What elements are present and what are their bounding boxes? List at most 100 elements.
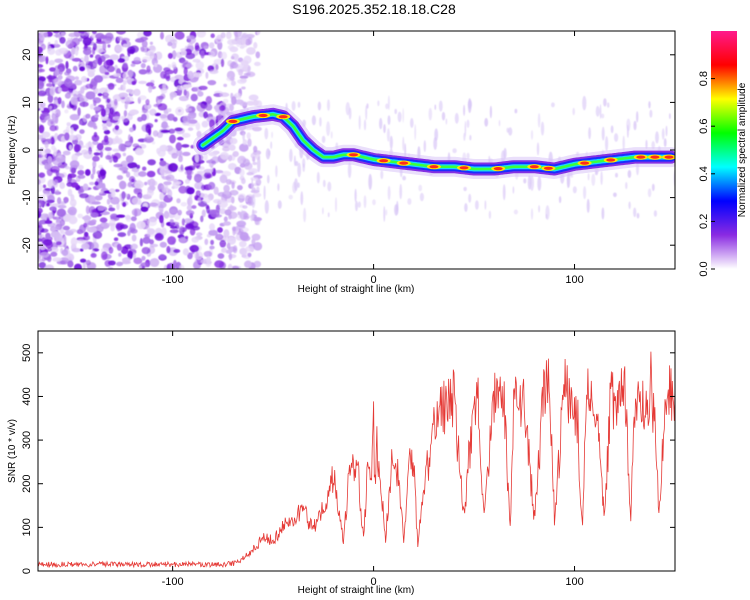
noise-blob <box>146 65 151 73</box>
noise-blob <box>60 50 67 55</box>
noise-blob <box>181 218 185 226</box>
streak-blob <box>363 119 367 131</box>
noise-blob <box>219 92 230 97</box>
noise-blob <box>169 219 174 223</box>
noise-blob <box>102 42 107 51</box>
noise-blob <box>234 92 241 98</box>
noise-blob <box>50 246 59 253</box>
ridge-hotspot-core <box>379 159 389 163</box>
streak-blob <box>591 173 596 186</box>
noise-blob <box>186 62 192 69</box>
noise-blob <box>92 140 99 145</box>
noise-blob <box>67 173 77 179</box>
noise-blob <box>49 87 55 96</box>
streak-blob <box>335 197 337 213</box>
noise-blob <box>213 199 223 204</box>
noise-blob <box>194 45 201 52</box>
noise-blob <box>110 99 119 109</box>
y-tick-label: 400 <box>21 387 33 405</box>
noise-blob <box>99 191 103 195</box>
noise-blob <box>204 238 209 245</box>
noise-blob <box>159 241 167 248</box>
noise-blob <box>53 34 62 38</box>
streak-blob <box>387 185 391 201</box>
noise-blob <box>159 144 169 152</box>
ridge-hotspot-core <box>580 161 590 165</box>
noise-blob <box>200 215 204 223</box>
noise-blob <box>115 214 126 218</box>
noise-blob <box>180 60 189 64</box>
streak-blob <box>402 175 406 181</box>
ridge-hotspot-core <box>543 166 553 170</box>
noise-blob <box>159 114 168 119</box>
noise-blob <box>137 116 143 122</box>
noise-blob <box>231 196 235 204</box>
noise-blob <box>107 82 115 90</box>
noise-blob <box>80 258 87 263</box>
streak-blob <box>583 186 587 200</box>
noise-blob <box>141 109 150 114</box>
noise-blob <box>40 102 46 108</box>
noise-blob <box>112 116 123 121</box>
noise-blob <box>183 89 187 96</box>
noise-blob <box>83 151 94 160</box>
noise-blob <box>253 100 260 105</box>
noise-blob <box>67 188 73 197</box>
noise-blob <box>147 159 156 166</box>
noise-blob <box>86 226 97 233</box>
streak-blob <box>327 99 330 111</box>
streak-blob <box>423 140 426 153</box>
streak-blob <box>663 138 667 148</box>
snr-line <box>38 351 675 569</box>
noise-blob <box>85 65 91 71</box>
streak-blob <box>489 105 492 119</box>
ridge-hotspot-core <box>278 115 288 119</box>
noise-blob <box>232 245 238 254</box>
streak-blob <box>264 127 269 140</box>
streak-blob <box>466 119 470 128</box>
noise-blob <box>135 38 145 43</box>
noise-blob <box>154 119 158 123</box>
noise-blob <box>215 105 220 113</box>
noise-blob <box>67 134 78 141</box>
streak-blob <box>264 200 269 214</box>
streak-blob <box>467 99 472 110</box>
noise-blob <box>49 206 57 211</box>
noise-blob <box>52 157 62 166</box>
noise-blob <box>114 135 120 143</box>
streak-blob <box>498 119 501 127</box>
noise-blob <box>126 171 131 178</box>
streak-blob <box>311 115 316 126</box>
spectrogram-x-axis-label: Height of straight line (km) <box>298 284 415 295</box>
noise-blob <box>196 232 203 237</box>
streak-blob <box>647 188 652 198</box>
noise-blob <box>169 91 178 98</box>
noise-blob <box>147 218 157 227</box>
noise-blob <box>180 49 187 56</box>
noise-blob <box>236 220 247 227</box>
noise-blob <box>206 256 211 265</box>
streak-blob <box>434 104 437 110</box>
noise-blob <box>44 141 49 149</box>
noise-blob <box>145 51 155 57</box>
noise-blob <box>38 107 41 111</box>
noise-blob <box>98 164 103 169</box>
streak-blob <box>464 203 468 212</box>
noise-blob <box>56 233 63 243</box>
noise-blob <box>47 179 55 189</box>
noise-blob <box>44 163 51 170</box>
noise-blob <box>62 150 71 156</box>
noise-blob <box>180 164 184 171</box>
ridge-hotspot-core <box>399 161 409 165</box>
noise-blob <box>51 113 56 120</box>
streak-blob <box>395 204 399 215</box>
noise-blob <box>228 154 233 162</box>
noise-blob <box>118 92 129 98</box>
streak-blob <box>386 128 390 142</box>
noise-blob <box>54 39 58 45</box>
noise-blob <box>167 113 175 121</box>
streak-blob <box>484 117 489 127</box>
noise-blob <box>140 63 146 69</box>
noise-blob <box>41 151 47 160</box>
streak-blob <box>601 207 605 220</box>
